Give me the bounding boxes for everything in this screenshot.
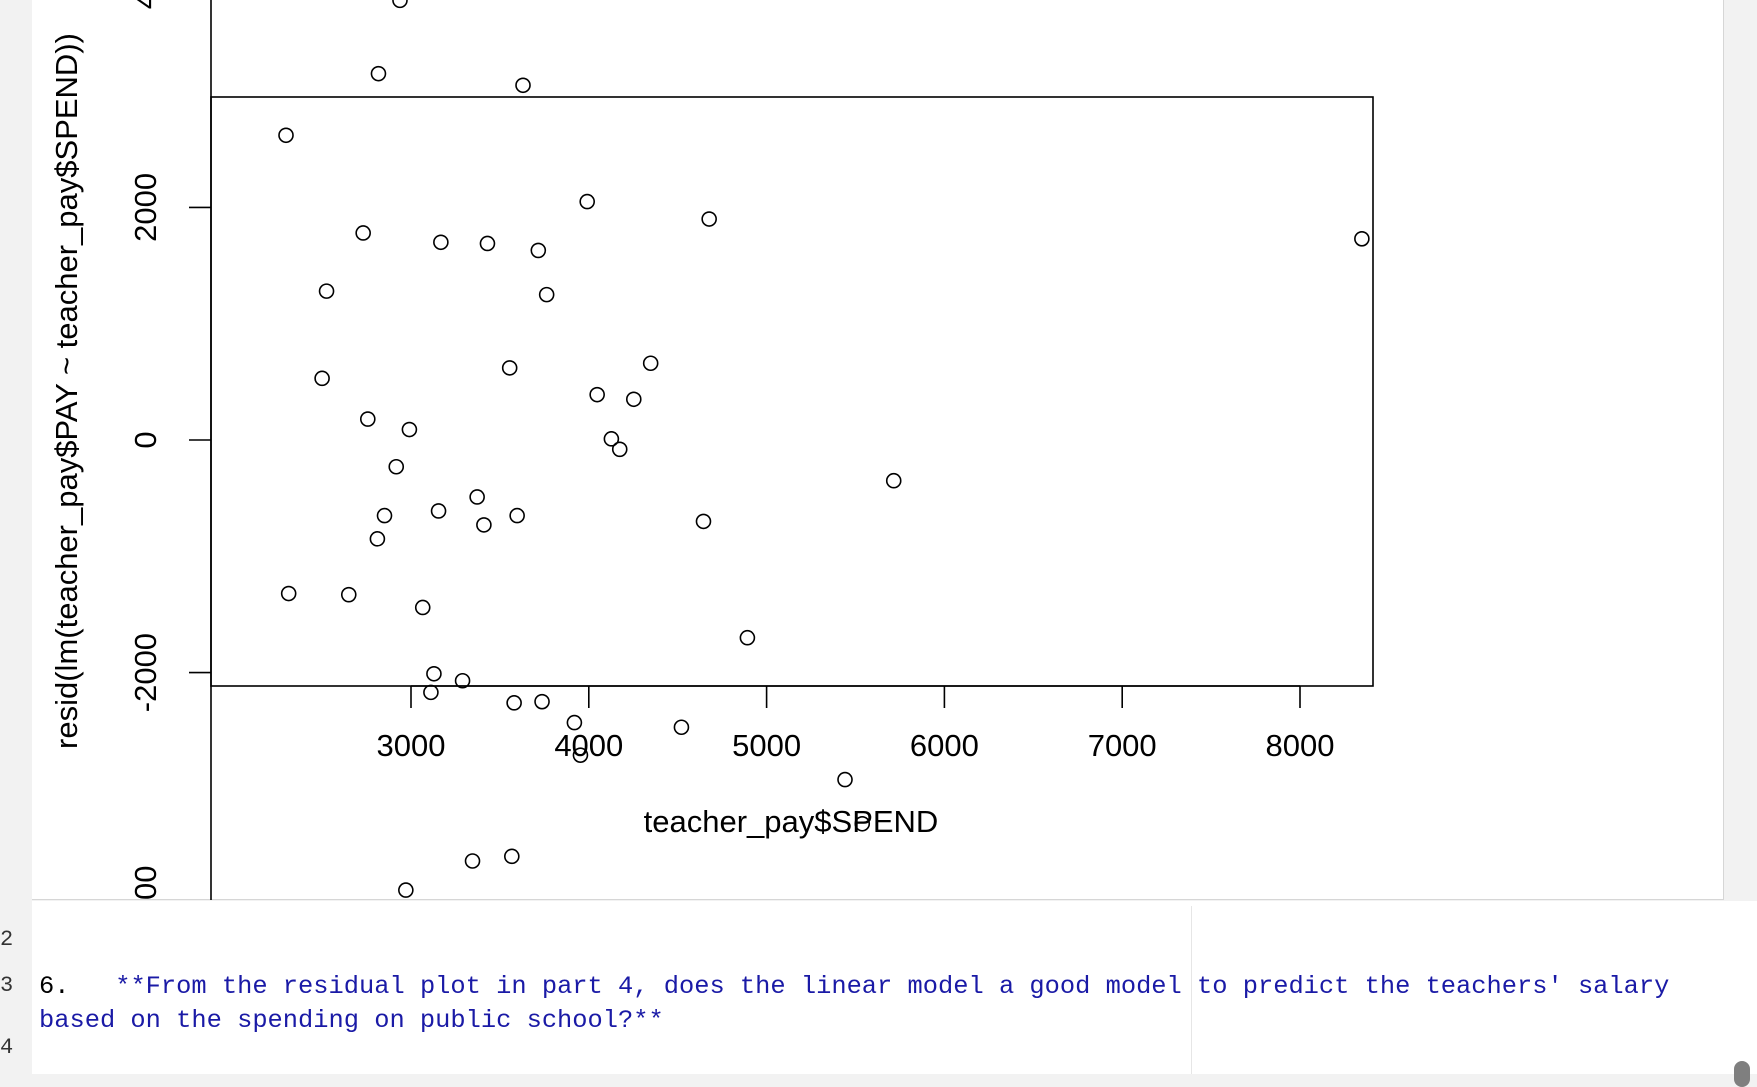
data-point [278,127,294,144]
y-tick-label: 2000 [128,173,163,242]
scrollbar-thumb[interactable] [1734,1061,1750,1087]
data-point [509,507,525,524]
data-point [673,719,690,736]
x-axis: 3000 4000 5000 6000 7000 8000 [377,685,1335,763]
data-point [530,242,547,259]
plot-frame [210,96,1374,687]
x-tick-label: 7000 [1088,728,1157,763]
data-points [278,0,1370,898]
data-point [355,225,371,241]
data-point [476,517,492,533]
line-number: 3 [0,973,14,998]
data-point [837,771,853,788]
y-tick-label: 4000 [128,0,163,9]
data-point [430,503,447,519]
chunk-output-panel: 3000 4000 5000 6000 7000 8000 -4000 -2000 0 2000… [32,0,1724,900]
data-point [506,695,522,711]
data-point [642,355,659,372]
data-point [695,513,712,530]
data-point [589,386,605,403]
markdown-editor[interactable] [32,901,1757,1074]
y-axis: -4000 -2000 0 2000 4000 [128,0,212,900]
x-tick-label: 3000 [377,728,446,763]
data-point [885,472,902,489]
data-point [464,853,481,869]
data-point [611,441,628,458]
data-point [538,286,555,303]
question-text: **From the residual plot in part 4, does… [39,972,1685,1035]
line-number-gutter: 2 3 4 [0,0,32,1074]
y-tick-label: 0 [128,431,163,448]
y-axis-label: resid(lm(teacher_pay$PAY ~ teacher_pay$S… [49,33,84,749]
x-axis-label: teacher_pay$SPEND [644,804,939,839]
y-tick-label: -2000 [128,633,163,712]
data-point [854,815,871,832]
data-point [359,411,376,427]
data-point [515,77,531,94]
data-point [566,714,583,731]
data-point [701,211,717,227]
data-point [370,65,387,82]
data-point [469,489,485,505]
data-point [454,672,471,689]
data-point [501,360,518,376]
data-point [479,235,496,252]
data-point [392,0,408,9]
data-point [414,599,431,616]
residual-scatter-plot: 3000 4000 5000 6000 7000 8000 -4000 -2000 0 2000… [49,0,1374,900]
data-point [340,586,357,603]
data-point [603,431,620,447]
x-tick-label: 8000 [1266,728,1335,763]
data-point [426,665,442,682]
data-point [401,421,418,438]
x-tick-label: 5000 [732,728,801,763]
data-point [579,193,595,210]
x-tick-label: 4000 [554,728,623,763]
list-number: 6. [39,972,70,1001]
line-number: 4 [0,1035,14,1060]
data-point [369,531,386,547]
data-point [318,283,335,299]
question-markdown[interactable]: 6. **From the residual plot in part 4, d… [39,970,1719,1038]
data-point [739,629,756,646]
editor-margin-line [1191,906,1192,1074]
y-tick-label: -4000 [128,866,163,900]
line-number: 2 [0,927,14,952]
data-point [504,848,520,865]
data-point [280,585,297,602]
data-point [376,507,393,524]
x-tick-label: 6000 [910,728,979,763]
data-point [534,693,550,710]
data-point [625,391,642,408]
data-point [572,747,589,763]
data-point [398,882,414,898]
data-point [423,684,439,701]
data-point [314,370,330,387]
data-point [433,234,449,251]
data-point [1354,231,1370,247]
data-point [388,458,405,475]
